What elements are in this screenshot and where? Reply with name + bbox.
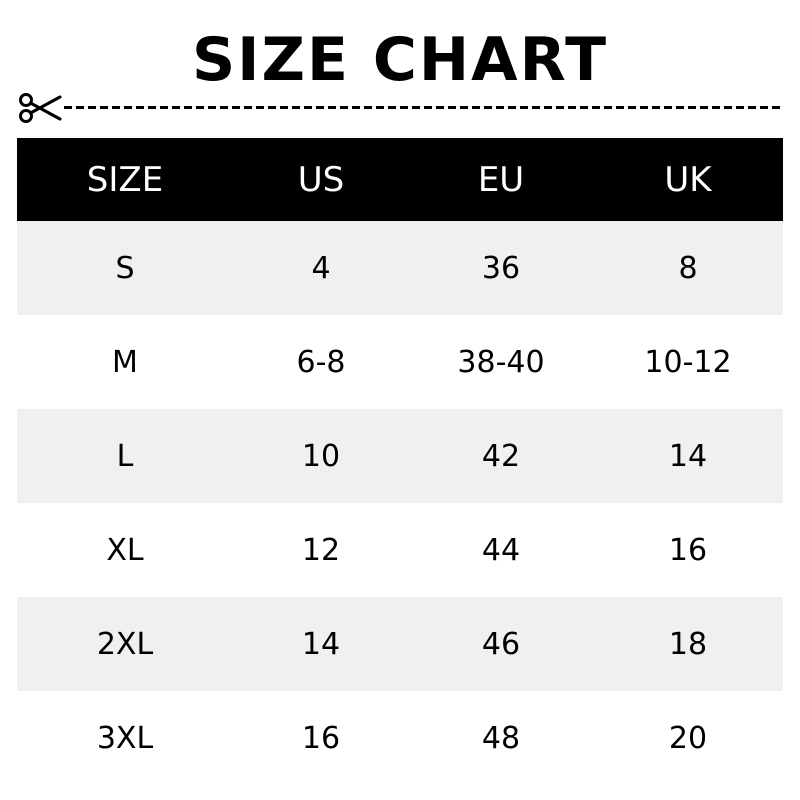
cell-size: M bbox=[112, 344, 138, 380]
cell-eu: 42 bbox=[409, 409, 593, 503]
cell-eu: 36 bbox=[409, 221, 593, 315]
dashed-line bbox=[64, 106, 783, 109]
cell-eu: 38-40 bbox=[457, 344, 545, 380]
header-size: SIZE bbox=[17, 138, 233, 221]
cell-eu: 44 bbox=[481, 532, 521, 568]
cell-us: 10 bbox=[233, 409, 409, 503]
table-row: 2XL 14 46 18 bbox=[17, 597, 783, 691]
cell-us: 16 bbox=[301, 720, 341, 756]
table-row: M 6-8 38-40 10-12 bbox=[17, 315, 783, 409]
header-uk: UK bbox=[593, 138, 783, 221]
header-row: SIZE US EU UK bbox=[17, 138, 783, 221]
cell-uk: 16 bbox=[668, 532, 708, 568]
cell-us: 14 bbox=[233, 597, 409, 691]
cell-size: 3XL bbox=[96, 720, 154, 756]
header-eu: EU bbox=[409, 138, 593, 221]
cell-size: S bbox=[17, 221, 233, 315]
cell-uk: 10-12 bbox=[644, 344, 732, 380]
cell-us: 12 bbox=[301, 532, 341, 568]
cell-eu: 46 bbox=[409, 597, 593, 691]
cell-size: XL bbox=[106, 532, 144, 568]
cell-uk: 8 bbox=[593, 221, 783, 315]
table-row: L 10 42 14 bbox=[17, 409, 783, 503]
table-row: 3XL 16 48 20 bbox=[17, 691, 783, 785]
size-table: SIZE US EU UK S 4 36 8 M 6-8 38-40 10-12 L 10 42 14… bbox=[17, 138, 783, 785]
table-row: XL 12 44 16 bbox=[17, 503, 783, 597]
scissors-icon bbox=[19, 93, 62, 123]
cell-uk: 14 bbox=[593, 409, 783, 503]
table-row: S 4 36 8 bbox=[17, 221, 783, 315]
cell-us: 6-8 bbox=[296, 344, 346, 380]
page-title: SIZE CHART bbox=[191, 25, 609, 95]
cell-size: L bbox=[17, 409, 233, 503]
cell-uk: 18 bbox=[593, 597, 783, 691]
cell-uk: 20 bbox=[668, 720, 708, 756]
cut-line bbox=[18, 92, 783, 124]
cell-us: 4 bbox=[233, 221, 409, 315]
cell-size: 2XL bbox=[17, 597, 233, 691]
cell-eu: 48 bbox=[481, 720, 521, 756]
header-us: US bbox=[233, 138, 409, 221]
